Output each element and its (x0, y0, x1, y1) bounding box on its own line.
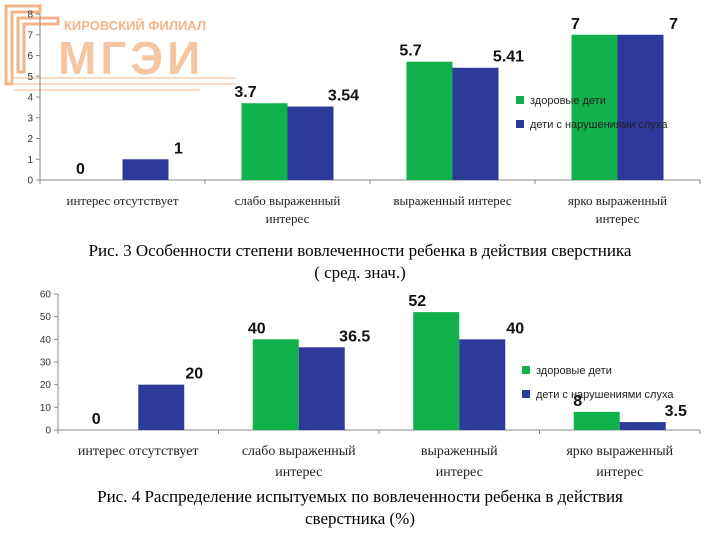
data-label: 3.7 (234, 84, 256, 101)
x-tick-label: интерес (596, 465, 643, 480)
y-tick-label: 4 (27, 93, 33, 104)
y-tick-label: 20 (40, 380, 52, 391)
bar (452, 67, 499, 180)
bar (571, 34, 618, 180)
legend-label: дети с нарушениями слуха (530, 119, 668, 131)
x-tick-label: интерес (275, 465, 322, 480)
bar (459, 339, 506, 430)
x-tick-label: слабо выраженный (235, 193, 341, 208)
y-tick-label: 0 (45, 426, 51, 437)
data-label: 40 (248, 320, 266, 337)
x-tick-label: интерес (596, 211, 640, 226)
bar (298, 347, 345, 430)
x-tick-label: интерес (266, 211, 310, 226)
caption-line: ( сред. знач.) (314, 263, 406, 282)
data-label: 52 (408, 293, 426, 310)
data-label: 0 (92, 411, 101, 428)
data-label: 5.7 (399, 43, 421, 60)
data-label: 7 (571, 16, 580, 33)
y-tick-label: 3 (27, 113, 33, 124)
data-label: 36.5 (339, 328, 370, 345)
x-tick-label: выраженный интерес (393, 193, 512, 208)
y-tick-label: 50 (40, 312, 52, 323)
bar (573, 411, 620, 430)
figure-3-caption: Рис. 3 Особенности степени вовлеченности… (20, 240, 700, 284)
legend-swatch (516, 120, 524, 128)
chart-fig3: 0 1 2 3 4 5 6 7 8 интерес отсутствует слабо выраже… (27, 10, 701, 226)
figure-4-caption: Рис. 4 Распределение испытуемых по вовле… (20, 486, 700, 530)
data-label: 3.54 (328, 88, 359, 105)
bar (617, 34, 664, 180)
y-tick-label: 60 (40, 290, 52, 301)
y-tick-label: 7 (27, 30, 33, 41)
y-tick-label: 6 (27, 51, 33, 62)
y-tick-label: 0 (27, 176, 33, 187)
caption-line: сверстника (%) (305, 509, 415, 528)
y-tick-label: 5 (27, 72, 33, 83)
data-label: 40 (506, 320, 524, 337)
x-tick-label: ярко выраженный (566, 444, 673, 459)
y-tick-label: 10 (40, 403, 52, 414)
x-tick-label: интерес (436, 465, 483, 480)
y-tick-label: 30 (40, 358, 52, 369)
bar (406, 61, 453, 180)
bar (138, 384, 185, 430)
x-tick-label: ярко выраженный (568, 193, 667, 208)
legend-label: дети с нарушениями слуха (536, 389, 674, 401)
data-label: 5.41 (493, 49, 524, 66)
legend-swatch (522, 366, 530, 374)
bar (619, 422, 666, 430)
y-tick-label: 2 (27, 134, 33, 145)
data-label: 0 (76, 161, 85, 178)
y-tick-label: 1 (27, 155, 33, 166)
legend-swatch (522, 390, 530, 398)
y-tick-label: 40 (40, 335, 52, 346)
data-label: 20 (185, 366, 203, 383)
bar (252, 339, 299, 430)
legend-label: здоровые дети (536, 365, 612, 377)
bar (241, 103, 288, 180)
caption-line: Рис. 4 Распределение испытуемых по вовле… (97, 487, 623, 506)
bar (287, 106, 334, 180)
data-label: 3.5 (665, 403, 687, 420)
caption-line: Рис. 3 Особенности степени вовлеченности… (88, 241, 632, 260)
data-label: 1 (174, 140, 183, 157)
legend-swatch (516, 96, 524, 104)
x-tick-label: интерес отсутствует (66, 193, 178, 208)
chart-fig4: 0 10 20 30 40 50 60 интерес отсутствует слабо вы… (40, 290, 701, 480)
legend-label: здоровые дети (530, 95, 606, 107)
data-label: 8 (573, 393, 582, 410)
bar (413, 312, 460, 430)
data-label: 7 (669, 16, 678, 33)
x-tick-label: интерес отсутствует (78, 444, 199, 459)
bar (122, 159, 169, 180)
x-tick-label: слабо выраженный (242, 444, 356, 459)
y-tick-label: 8 (27, 10, 33, 21)
x-tick-label: выраженный (421, 444, 498, 459)
